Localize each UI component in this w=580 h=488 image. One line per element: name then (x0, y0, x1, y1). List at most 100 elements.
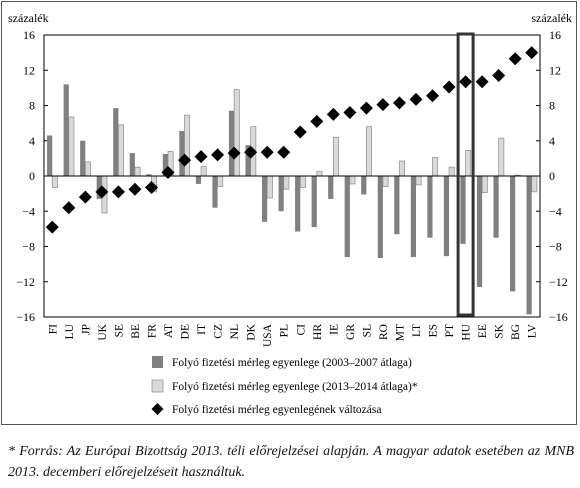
legend: Folyó fizetési mérleg egyenlege (2003–20… (151, 356, 418, 416)
bar-2013-2014 (332, 136, 339, 177)
change-marker (359, 101, 373, 115)
bar-2013-2014 (84, 161, 91, 177)
category-label: JP (80, 324, 92, 335)
bar-2013-2014 (184, 114, 191, 177)
bar-2003-2007 (212, 176, 218, 208)
change-marker (227, 146, 241, 160)
bar-2003-2007 (526, 176, 532, 315)
category-label: EE (477, 324, 489, 338)
category-label: LV (527, 323, 539, 338)
bar-2013-2014 (382, 175, 389, 187)
category-label: ES (428, 324, 440, 337)
bar-2003-2007 (228, 110, 235, 176)
change-marker (178, 153, 192, 167)
change-marker (409, 92, 423, 106)
category-label: IE (328, 324, 340, 335)
bar-2003-2007 (328, 176, 334, 199)
category-label: CZ (213, 324, 225, 339)
bar-2013-2014 (432, 157, 439, 177)
y-tick-label-left: 0 (29, 169, 35, 183)
y-tick-label-right: −16 (549, 310, 568, 324)
category-label: GR (345, 324, 357, 340)
change-marker (277, 145, 291, 159)
category-label: MT (394, 324, 406, 341)
bar-2003-2007 (510, 176, 516, 292)
footnote: * Forrás: Az Európai Bizottság 2013. tél… (8, 444, 574, 480)
legend-swatch (151, 403, 164, 415)
category-label: PL (279, 324, 291, 337)
change-marker (392, 96, 406, 110)
change-marker (260, 145, 274, 159)
y-tick-label-left: 4 (29, 134, 35, 148)
bar-2013-2014 (465, 150, 472, 177)
change-marker (492, 69, 506, 83)
change-marker (111, 185, 125, 199)
category-label: DK (246, 323, 258, 340)
bar-2013-2014 (481, 175, 488, 194)
bar-2003-2007 (96, 176, 102, 199)
bar-2003-2007 (262, 176, 268, 222)
category-label: CI (295, 324, 307, 336)
category-label: USA (262, 323, 274, 347)
y-tick-label-left: −4 (22, 204, 35, 218)
bar-2013-2014 (498, 137, 505, 177)
bar-2013-2014 (51, 175, 58, 188)
bar-2003-2007 (344, 176, 350, 258)
change-marker (426, 89, 440, 103)
legend-swatch (151, 379, 164, 393)
change-marker (144, 180, 158, 194)
bar-2013-2014 (531, 175, 538, 193)
category-label: LU (64, 323, 76, 339)
change-marker (475, 75, 489, 89)
legend-label: Folyó fizetési mérleg egyenlege (2013–20… (172, 381, 418, 393)
change-marker (211, 148, 225, 162)
change-marker (508, 52, 522, 66)
category-label: PT (444, 324, 456, 337)
bar-2003-2007 (80, 140, 86, 176)
bar-2003-2007 (476, 176, 483, 288)
y-axis-unit-left: százalék (8, 11, 49, 25)
bar-2003-2007 (63, 84, 69, 176)
bar-2013-2014 (68, 116, 75, 177)
bar-2003-2007 (460, 176, 466, 244)
category-label: SE (113, 324, 125, 337)
legend-label: Folyó fizetési mérleg egyenlegének válto… (172, 404, 381, 416)
category-label: SL (361, 324, 373, 337)
bar-2003-2007 (377, 176, 383, 258)
change-marker (45, 220, 59, 234)
bar-2013-2014 (233, 89, 240, 177)
figure-frame (1, 1, 577, 425)
bar-2003-2007 (245, 145, 251, 176)
category-label: UK (97, 323, 109, 340)
category-label: HU (461, 323, 473, 340)
bar-2013-2014 (118, 124, 124, 177)
change-marker (459, 75, 473, 89)
bar-2013-2014 (283, 175, 290, 190)
bar-2003-2007 (179, 131, 185, 176)
bar-2013-2014 (399, 160, 406, 177)
change-marker (128, 182, 142, 196)
category-label: SK (494, 323, 506, 338)
bar-2003-2007 (295, 176, 301, 232)
highlight-box-hu (456, 32, 475, 317)
category-label: FR (146, 324, 158, 338)
y-axis-unit-right: százalék (531, 11, 572, 25)
bar-2003-2007 (278, 176, 284, 212)
change-marker (343, 106, 357, 120)
change-marker (376, 98, 390, 112)
legend-label: Folyó fizetési mérleg egyenlege (2003–20… (172, 357, 412, 369)
bar-2003-2007 (394, 176, 400, 235)
y-tick-label-right: 8 (549, 99, 555, 113)
bar-2003-2007 (443, 176, 450, 257)
category-label: AT (163, 324, 175, 338)
change-marker (78, 190, 92, 204)
change-marker (442, 80, 456, 94)
y-tick-label-right: −4 (549, 204, 562, 218)
category-label: BG (510, 324, 522, 340)
category-label: IT (196, 324, 208, 335)
y-tick-label-left: −8 (22, 240, 35, 254)
bar-2003-2007 (311, 176, 317, 228)
bar-2003-2007 (195, 176, 202, 184)
category-label: DE (180, 324, 192, 339)
y-tick-label-left: −12 (16, 275, 35, 289)
